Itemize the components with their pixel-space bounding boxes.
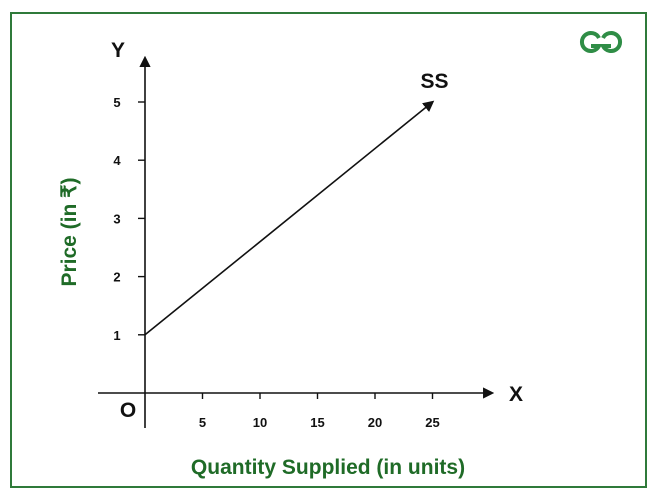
x-tick-label: 10 <box>253 415 267 430</box>
x-tick-label: 20 <box>368 415 382 430</box>
y-tick-label: 1 <box>113 328 120 343</box>
chart-frame <box>10 12 647 488</box>
series-layer: SS <box>144 70 449 336</box>
y-tick-label: 5 <box>113 95 120 110</box>
x-tick-label: 15 <box>310 415 324 430</box>
y-axis-letter: Y <box>111 39 125 62</box>
x-ticks: 5 10 15 20 25 <box>199 393 440 430</box>
y-tick-label: 2 <box>113 270 120 285</box>
y-axis-title: Price (in ₹) <box>58 177 81 286</box>
x-axis-title: Quantity Supplied (in units) <box>191 456 465 479</box>
supply-curve-line <box>144 100 435 336</box>
gfg-logo-icon <box>579 31 623 53</box>
y-tick-label: 4 <box>113 153 121 168</box>
series-label: SS <box>420 70 448 93</box>
x-tick-label: 5 <box>199 415 206 430</box>
origin-label: O <box>120 399 136 422</box>
x-tick-label: 25 <box>425 415 439 430</box>
x-axis-letter: X <box>509 383 523 406</box>
y-ticks: 1 2 3 4 5 <box>113 95 145 343</box>
y-tick-label: 3 <box>113 211 120 226</box>
